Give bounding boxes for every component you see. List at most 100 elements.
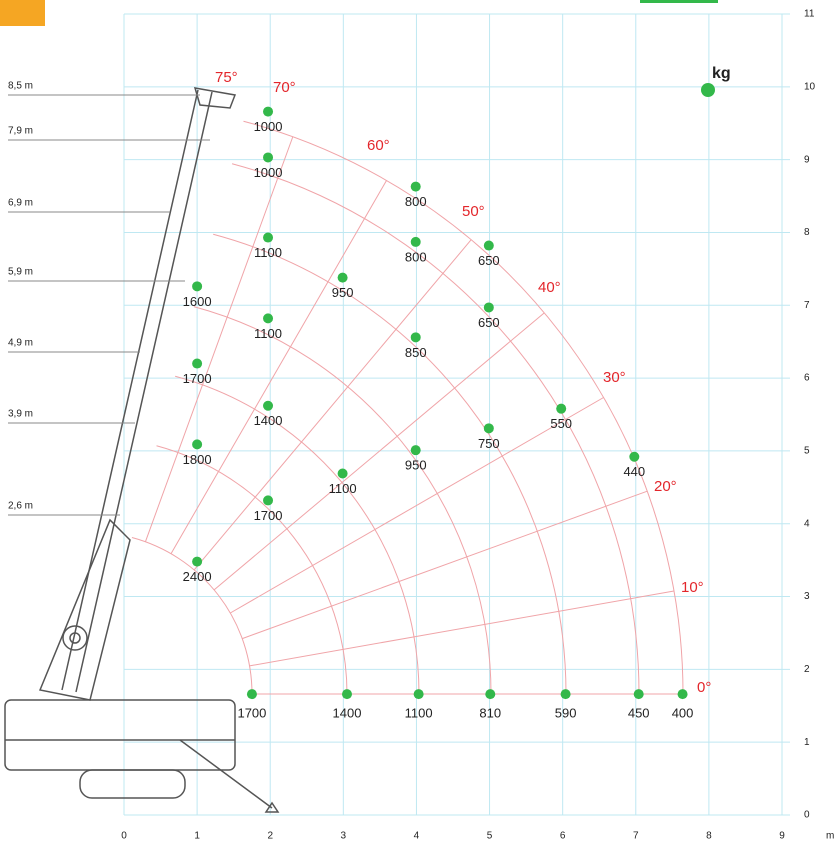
capacity-label: 1800 [183,452,212,467]
angle-label: 10° [681,579,704,596]
capacity-label: 1600 [183,294,212,309]
boom-length-label: 6,9 m [8,198,33,209]
angle-ray [193,239,472,571]
x-tick-label: 9 [779,831,785,841]
capacity-label: 1100 [254,326,282,341]
y-tick-label: 9 [804,154,810,165]
x-tick-label: 5 [487,831,493,841]
arc [156,445,348,695]
load-point [410,445,421,456]
angle-ray [230,397,604,614]
y-tick-label: 4 [804,518,810,529]
angle-ray [213,312,545,591]
x-tick-label: 1 [194,831,200,841]
corner-badge [0,0,45,26]
y-tick-label: 7 [804,300,810,311]
capacity-label: 1100 [254,245,282,260]
boom-length-label: 2,6 m [8,501,33,512]
capacity-label: 1400 [333,706,362,721]
crane-drawing [4,87,280,813]
y-tick-label: 3 [804,591,810,602]
boom-length-label: 8,5 m [8,81,33,92]
angle-label: 70° [273,79,296,96]
y-tick-label: 5 [804,446,810,457]
capacity-label: 1000 [254,119,283,134]
arc [131,537,253,695]
angle-label: 40° [538,279,561,296]
load-point [485,689,496,700]
boom-arcs [131,120,684,695]
angle-label: 75° [215,69,238,86]
capacity-label: 2400 [183,569,212,584]
angle-label: 30° [603,369,626,386]
arc [231,163,640,695]
angle-label: 50° [462,203,485,220]
capacity-label: 1700 [254,508,283,523]
arc [213,233,567,695]
load-point [192,556,203,567]
load-point [483,302,494,313]
y-tick-label: 2 [804,664,810,675]
capacity-label: 1100 [329,481,357,496]
x-tick-label: 6 [560,831,566,841]
load-point [677,689,688,700]
load-point [556,403,567,414]
capacity-unit: kg [712,65,731,82]
capacity-label: 850 [405,345,427,360]
load-point [263,152,274,163]
angle-ray [249,590,675,667]
boom-length-label: 5,9 m [8,267,33,278]
load-point [337,272,348,283]
x-tick-label: 4 [414,831,420,841]
angle-ray [144,136,294,542]
capacity-label: 810 [479,706,501,721]
capacity-label: 950 [332,285,354,300]
load-point [337,468,348,479]
load-point [246,689,257,700]
capacity-label: 400 [672,706,694,721]
capacity-label: 1400 [254,413,283,428]
arc [193,306,492,695]
load-point [192,439,203,450]
capacity-label: 1700 [237,706,266,721]
load-point [629,451,640,462]
load-point [413,689,424,700]
capacity-label: 550 [550,416,572,431]
load-point [263,232,274,243]
capacity-label: 950 [405,458,427,473]
load-point [560,689,571,700]
load-point [483,240,494,251]
load-point [263,313,274,324]
capacity-label: 1100 [405,706,433,721]
load-point [263,400,274,411]
angle-label: 60° [367,137,390,154]
boom-length-label: 3,9 m [8,409,33,420]
capacity-label: 1700 [183,371,212,386]
capacity-label: 750 [478,436,500,451]
load-point [410,181,421,192]
capacity-label: 800 [405,249,427,264]
load-point [341,689,352,700]
load-point [410,332,421,343]
capacity-label: 650 [478,253,500,268]
y-tick-label: 8 [804,227,810,238]
load-point [483,423,494,434]
angle-label: 20° [654,478,677,495]
x-tick-label: 2 [267,831,273,841]
x-tick-label: 0 [121,831,127,841]
capacity-label: 440 [623,464,645,479]
capacity-label: 590 [555,706,577,721]
x-tick-label: 8 [706,831,712,841]
load-point [263,106,274,117]
capacity-label: 1000 [254,165,283,180]
y-tick-label: 10 [804,81,816,92]
y-tick-label: 6 [804,373,810,384]
angle-ray [242,490,648,640]
x-unit: m [826,831,834,841]
capacity-label: 650 [478,315,500,330]
angle-ray [170,180,387,554]
y-tick-label: 1 [804,737,810,748]
y-tick-label: 0 [804,810,810,821]
arc [175,375,420,695]
